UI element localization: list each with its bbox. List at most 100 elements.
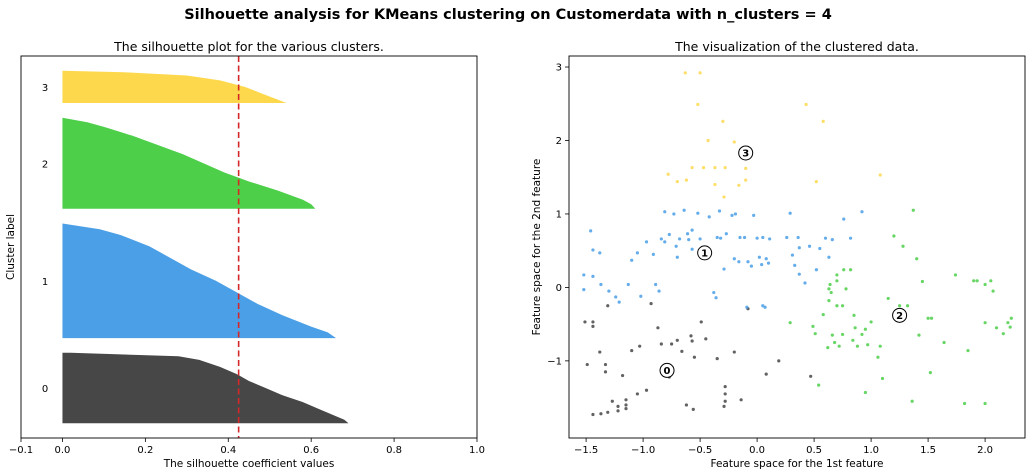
- scatter-point-cluster-0: [689, 334, 693, 338]
- scatter-point-cluster-1: [635, 251, 640, 255]
- scatter-point-cluster-0: [606, 304, 610, 308]
- scatter-point-cluster-3: [814, 180, 818, 184]
- scatter-point-cluster-1: [654, 282, 658, 287]
- scatter-point-cluster-0: [715, 357, 719, 361]
- scatter-point-cluster-1: [599, 282, 603, 287]
- cluster-center-label: 2: [896, 311, 903, 322]
- scatter-point-cluster-2: [942, 340, 946, 345]
- scatter-point-cluster-0: [591, 412, 595, 417]
- cluster-label-2: 2: [42, 159, 48, 170]
- scatter-point-cluster-0: [638, 344, 642, 348]
- scatter-point-cluster-0: [598, 350, 602, 354]
- scatter-point-cluster-3: [722, 195, 726, 199]
- scatter-point-cluster-1: [746, 260, 750, 264]
- scatter-point-cluster-0: [777, 359, 781, 363]
- scatter-point-cluster-0: [670, 342, 674, 346]
- silhouette-x-tick-label: 0.0: [55, 445, 71, 456]
- scatter-point-cluster-3: [713, 166, 717, 170]
- scatter-point-cluster-1: [674, 244, 678, 248]
- scatter-point-cluster-2: [821, 312, 825, 317]
- silhouette-fill-cluster-2: [62, 117, 316, 209]
- scatter-point-cluster-3: [690, 166, 694, 170]
- cluster-center-label: 3: [742, 149, 749, 160]
- scatter-point-cluster-2: [827, 287, 831, 291]
- scatter-point-cluster-2: [844, 287, 848, 291]
- silhouette-plot-frame: [20, 55, 478, 439]
- scatter-point-cluster-3: [878, 173, 882, 177]
- scatter-point-cluster-0: [692, 355, 697, 359]
- scatter-point-cluster-1: [719, 236, 723, 240]
- scatter-point-cluster-1: [760, 263, 764, 267]
- scatter-point-cluster-2: [975, 279, 979, 283]
- cluster-centers: 0 1 2 3: [659, 145, 908, 378]
- scatter-point-cluster-3: [684, 178, 689, 182]
- scatter-point-cluster-1: [644, 240, 649, 244]
- scatter-point-cluster-0: [764, 372, 768, 376]
- scatter-point-cluster-1: [793, 263, 797, 267]
- silhouette-fill-cluster-3: [62, 70, 287, 104]
- scatter-point-cluster-2: [901, 244, 905, 248]
- cluster-center-label: 1: [701, 248, 708, 259]
- scatter-plot-title: The visualization of the clustered data.: [674, 39, 919, 54]
- scatter-point-cluster-2: [863, 390, 868, 395]
- silhouette-fills: [62, 70, 349, 424]
- scatter-point-cluster-3: [737, 183, 741, 187]
- scatter-point-cluster-2: [983, 321, 987, 325]
- scatter-point-cluster-0: [583, 320, 587, 324]
- scatter-point-cluster-1: [690, 247, 694, 251]
- scatter-point-cluster-1: [582, 273, 586, 277]
- scatter-point-cluster-3: [666, 172, 670, 176]
- scatter-point-cluster-1: [733, 212, 738, 216]
- scatter-point-cluster-1: [675, 255, 679, 259]
- cluster-center-2: 2: [892, 307, 908, 323]
- scatter-point-cluster-1: [827, 255, 831, 259]
- scatter-point-cluster-1: [724, 232, 728, 236]
- cluster-center-1: 1: [697, 245, 713, 261]
- scatter-point-cluster-1: [672, 212, 676, 216]
- scatter-point-cluster-1: [582, 288, 586, 292]
- scatter-y-tick-label: −1: [547, 356, 562, 367]
- scatter-point-cluster-1: [745, 305, 749, 309]
- scatter-point-cluster-0: [691, 407, 695, 411]
- scatter-point-cluster-1: [823, 236, 828, 240]
- scatter-point-cluster-1: [589, 229, 593, 233]
- scatter-point-cluster-0: [603, 370, 608, 374]
- scatter-point-cluster-2: [833, 340, 837, 345]
- scatter-point-cluster-1: [785, 235, 789, 240]
- scatter-y-tick-label: 3: [556, 63, 562, 74]
- scatter-point-cluster-2: [855, 344, 860, 348]
- scatter-point-cluster-2: [813, 332, 817, 336]
- scatter-y-ticks: −1 0 1 2 3: [547, 63, 569, 367]
- scatter-y-tick-label: 2: [556, 136, 562, 147]
- scatter-point-cluster-2: [851, 338, 855, 342]
- scatter-point-cluster-1: [717, 209, 722, 213]
- scatter-point-cluster-2: [788, 321, 792, 325]
- scatter-point-cluster-1: [712, 290, 716, 295]
- scatter-point-cluster-3: [744, 166, 748, 170]
- cluster-center-marker: [892, 307, 908, 323]
- scatter-point-cluster-2: [880, 376, 885, 381]
- scatter-y-tick-label: 1: [556, 209, 562, 220]
- scatter-point-cluster-2: [989, 279, 993, 283]
- scatter-point-cluster-1: [663, 240, 667, 244]
- scatter-point-cluster-2: [863, 327, 868, 331]
- scatter-point-cluster-0: [732, 350, 736, 354]
- scatter-point-cluster-1: [749, 264, 754, 268]
- scatter-point-cluster-1: [730, 213, 734, 218]
- scatter-point-cluster-1: [818, 246, 822, 251]
- scatter-point-cluster-2: [892, 234, 896, 238]
- scatter-point-cluster-2: [898, 304, 902, 308]
- scatter-point-cluster-1: [738, 235, 742, 240]
- scatter-point-cluster-0: [624, 407, 628, 411]
- scatter-point-cluster-3: [701, 166, 706, 170]
- scatter-point-cluster-2: [841, 332, 845, 337]
- scatter-x-tick-label: 1.0: [863, 445, 879, 456]
- scatter-point-cluster-0: [680, 349, 684, 353]
- scatter-point-cluster-1: [755, 236, 759, 240]
- scatter-point-cluster-0: [704, 337, 708, 341]
- scatter-point-cluster-2: [841, 304, 845, 308]
- scatter-point-cluster-1: [607, 289, 611, 293]
- silhouette-x-tick-label: 0.8: [386, 445, 402, 456]
- scatter-point-cluster-0: [723, 384, 727, 389]
